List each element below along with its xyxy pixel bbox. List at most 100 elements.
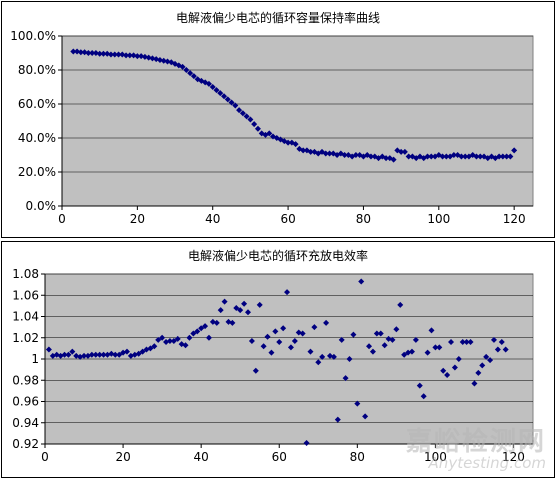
chart2-data-point bbox=[198, 325, 205, 332]
chart1-data-point bbox=[398, 148, 405, 155]
chart1-ytick-label: 40.0% bbox=[18, 131, 56, 145]
chart2-ytick-label: 0.96 bbox=[12, 395, 39, 409]
chart2-data-point bbox=[299, 330, 306, 337]
chart2-data-point bbox=[471, 380, 478, 387]
chart1-data-point bbox=[183, 67, 190, 73]
chart2-data-point bbox=[354, 400, 361, 407]
chart1-data-point bbox=[254, 125, 261, 132]
chart2-xtick-label: 80 bbox=[350, 450, 365, 464]
chart2-data-point bbox=[221, 298, 228, 305]
chart1-ytick-label: 80.0% bbox=[18, 63, 56, 77]
chart2-ytick-label: 0.94 bbox=[12, 416, 39, 430]
chart2-data-point bbox=[194, 328, 201, 335]
chart1-data-point bbox=[499, 153, 506, 160]
chart1-data-point bbox=[473, 153, 480, 160]
chart2-data-point bbox=[45, 346, 52, 353]
chart2-ytick-label: 1.06 bbox=[12, 288, 39, 302]
chart1-data-point bbox=[228, 99, 235, 106]
chart1-data-point bbox=[85, 50, 92, 56]
chart1-xtick-label: 60 bbox=[280, 212, 295, 226]
chart2-data-point bbox=[319, 353, 326, 360]
chart1-data-point bbox=[205, 80, 212, 87]
chart1-data-point bbox=[367, 153, 374, 160]
chart2-data-point bbox=[369, 348, 376, 355]
chart2-data-point bbox=[272, 328, 279, 335]
chart2-data-point bbox=[92, 351, 99, 358]
chart2-data-point bbox=[373, 330, 380, 337]
chart2-data-point bbox=[393, 326, 400, 333]
chart2-data-point bbox=[350, 331, 357, 338]
chart2-data-point bbox=[436, 344, 443, 351]
chart2-data-point bbox=[502, 346, 509, 353]
chart2-data-point bbox=[303, 439, 310, 446]
chart2-xtick-label: 40 bbox=[194, 450, 209, 464]
chart2-data-point bbox=[116, 351, 123, 358]
chart2-data-point bbox=[186, 334, 193, 341]
chart2-data-point bbox=[88, 351, 95, 358]
chart2-data-point bbox=[276, 339, 283, 345]
chart1-data-point bbox=[401, 148, 408, 155]
chart1-data-point bbox=[450, 152, 457, 158]
chart2-data-point bbox=[389, 336, 396, 343]
chart1-data-point bbox=[126, 52, 133, 59]
chart1-data-point bbox=[217, 90, 224, 97]
chart1-data-point bbox=[462, 153, 469, 160]
chart1-data-point bbox=[187, 70, 194, 77]
chart1-data-point bbox=[224, 96, 231, 103]
chart1-data-point bbox=[179, 63, 186, 70]
chart2-data-point bbox=[217, 307, 224, 314]
chart2-data-point bbox=[151, 343, 158, 350]
chart1-data-point bbox=[221, 93, 228, 100]
chart1-data-point bbox=[507, 153, 514, 160]
chart1-data-point bbox=[115, 51, 122, 58]
chart2-data-point bbox=[280, 325, 287, 332]
chart2-data-point bbox=[241, 300, 248, 307]
chart2-data-point bbox=[229, 319, 236, 326]
chart1-xtick-label: 0 bbox=[58, 212, 66, 226]
chart1-data-point bbox=[307, 148, 314, 155]
chart2-data-point bbox=[498, 339, 505, 345]
chart2-data-point bbox=[147, 345, 154, 352]
chart2-data-point bbox=[408, 348, 415, 355]
chart1-data-point bbox=[503, 153, 510, 160]
chart2-data-point bbox=[174, 335, 181, 342]
chart1-data-point bbox=[383, 155, 390, 162]
chart1-data-point bbox=[292, 141, 299, 148]
chart2-data-point bbox=[346, 356, 353, 362]
chart1-title: 电解液偏少电芯的循环容量保持率曲线 bbox=[176, 10, 380, 25]
chart2-data-point bbox=[260, 343, 267, 350]
chart2-data-point bbox=[424, 349, 431, 356]
chart1-data-point bbox=[458, 153, 465, 160]
chart2-data-point bbox=[377, 330, 384, 337]
chart2-data-point bbox=[205, 334, 212, 341]
chart2-data-point bbox=[416, 382, 423, 389]
chart1-ytick-label: 100.0% bbox=[10, 29, 56, 43]
efficiency-svg: 电解液偏少电芯的循环充放电效率 0.92 0.94 0.96 0.98 1 1.02 1.04… bbox=[1, 241, 555, 478]
chart1-xtick-label: 40 bbox=[205, 212, 220, 226]
chart1-data-point bbox=[428, 153, 435, 160]
chart2-data-point bbox=[100, 351, 107, 358]
chart2-data-point bbox=[170, 337, 177, 344]
chart2-data-point bbox=[135, 350, 142, 357]
chart2-data-point bbox=[69, 348, 76, 355]
chart2-data-point bbox=[112, 351, 119, 358]
chart1-data-point bbox=[243, 113, 250, 120]
chart2-data-point bbox=[397, 301, 404, 308]
chart2-data-point bbox=[190, 330, 197, 337]
chart2-data-point bbox=[455, 356, 462, 362]
chart2-data-point bbox=[81, 352, 88, 359]
chart2-data-point bbox=[65, 351, 72, 358]
chart1-data-point bbox=[107, 51, 114, 58]
chart2-data-point bbox=[366, 343, 373, 350]
chart2-data-point bbox=[463, 339, 470, 345]
chart2-data-point bbox=[123, 348, 130, 355]
chart1-data-point bbox=[111, 51, 118, 58]
chart1-data-point bbox=[405, 153, 412, 160]
chart1-data-point bbox=[96, 50, 103, 57]
chart1-data-point bbox=[326, 150, 333, 157]
chart2-data-point bbox=[213, 319, 220, 326]
chart1-data-point bbox=[496, 153, 503, 160]
chart2-data-point bbox=[412, 336, 419, 343]
chart1-data-point bbox=[213, 87, 220, 94]
chart1-data-point bbox=[439, 153, 446, 160]
